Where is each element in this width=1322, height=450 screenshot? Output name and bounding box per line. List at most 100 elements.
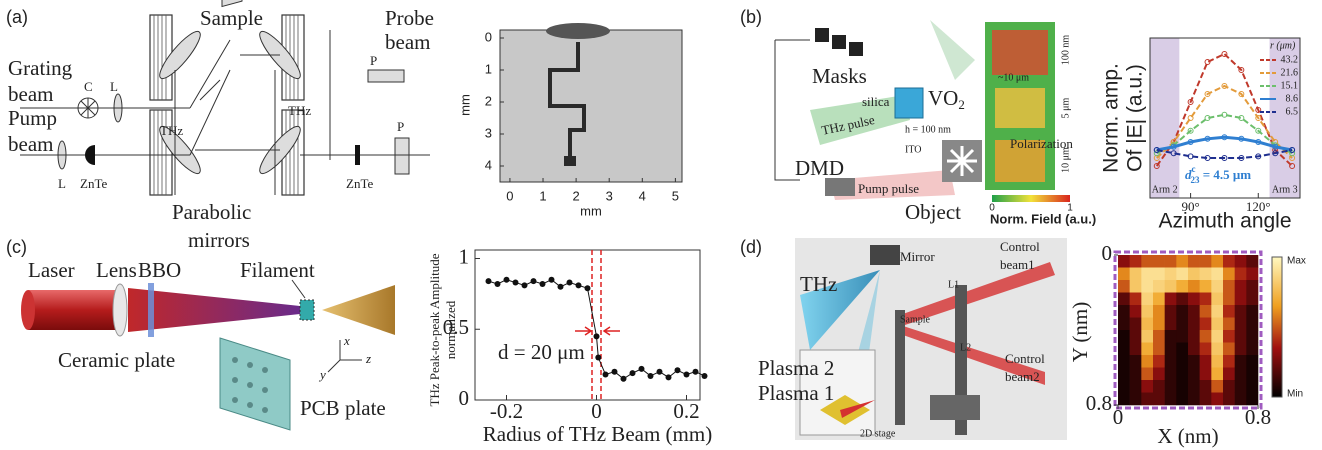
label: Masks <box>812 64 867 88</box>
label: ZnTe <box>80 176 107 191</box>
heatmap-cell <box>1130 368 1142 381</box>
data-point <box>486 278 492 284</box>
x-axis-title: X (nm) <box>1157 424 1218 448</box>
data-point <box>531 278 537 284</box>
label: Plasma 2 <box>758 356 834 380</box>
stage <box>930 395 980 420</box>
label: Plasma 1 <box>758 381 834 405</box>
polarizer <box>395 138 409 174</box>
label: Sample <box>900 314 931 325</box>
x-tick-label: 5 <box>672 188 679 203</box>
silica-vo2 <box>895 88 923 118</box>
heatmap-cell <box>1130 380 1142 393</box>
series-line <box>489 280 705 379</box>
beam <box>930 20 975 80</box>
panel-d-diagram: Mirror Control beam1 THz Sample Control … <box>758 238 1067 440</box>
heatmap-cell <box>1118 305 1130 318</box>
panel-c-chart: -0.200.200.51d = 20 μmRadius of THz Beam… <box>427 244 712 446</box>
heatmap-cell <box>1200 330 1212 343</box>
heatmap-cell <box>1118 355 1130 368</box>
x-axis-title: Radius of THz Beam (mm) <box>483 422 712 446</box>
thz-cone <box>322 285 395 335</box>
panel-c-diagram: Laser Lens BBO Filament Ceramic plate PC… <box>21 258 395 430</box>
znte-crystal <box>355 145 360 165</box>
label: 2D stage <box>860 428 896 439</box>
heatmap-cell <box>1176 268 1188 281</box>
label: ~10 μm <box>998 72 1029 83</box>
label: THz <box>288 103 311 118</box>
shaded-region <box>1150 38 1179 198</box>
heatmap-cell <box>1176 330 1188 343</box>
data-point <box>1222 52 1227 57</box>
heatmap-cell <box>1176 305 1188 318</box>
heatmap-cell <box>1165 293 1177 306</box>
heatmap-cell <box>1165 380 1177 393</box>
panel-d-heatmap: 00.800.8MaxMinX (nm)Y (nm) <box>1068 241 1306 448</box>
label: Control <box>1000 239 1040 254</box>
polarizer <box>368 70 404 82</box>
heatmap-cell <box>1200 355 1212 368</box>
heatmap-cell <box>1188 268 1200 281</box>
heatmap-cell <box>1223 380 1235 393</box>
heatmap-cell <box>1188 393 1200 406</box>
heatmap-cell <box>1153 343 1165 356</box>
data-point <box>513 280 519 286</box>
heatmap-cell <box>1118 368 1130 381</box>
label: Object <box>905 200 961 224</box>
hole <box>232 397 238 403</box>
heatmap-cell <box>1211 318 1223 331</box>
heatmap-cell <box>1141 368 1153 381</box>
hole <box>247 362 253 368</box>
y-tick-label: 4 <box>485 157 492 172</box>
panel-label: (a) <box>6 7 28 27</box>
heatmap-cell <box>1211 268 1223 281</box>
heatmap-cell <box>1130 255 1142 268</box>
label: y <box>318 367 326 382</box>
heatmap-cell <box>1141 393 1153 406</box>
heatmap-cell <box>1118 330 1130 343</box>
heatmap-cell <box>1223 368 1235 381</box>
panel-b-diagram: Masks silica VO2 THz pulse DMD Pump puls… <box>775 20 1096 226</box>
heatmap-cell <box>1235 268 1247 281</box>
heatmap-cell <box>1141 380 1153 393</box>
heatmap-cell <box>1188 318 1200 331</box>
sample-image <box>500 30 682 182</box>
heatmap-cell <box>1211 380 1223 393</box>
label: beam <box>385 30 430 54</box>
heatmap-cell <box>1246 293 1258 306</box>
bbo <box>148 283 154 337</box>
heatmap-cell <box>1165 330 1177 343</box>
data-point <box>495 281 501 287</box>
heatmap-cell <box>1200 318 1212 331</box>
label: L1 <box>948 279 959 290</box>
heatmap-cell <box>1211 343 1223 356</box>
label: P <box>397 119 404 134</box>
label: beam <box>8 132 53 156</box>
label: beam <box>8 82 53 106</box>
heatmap-cell <box>1235 393 1247 406</box>
heatmap-cell <box>1141 343 1153 356</box>
x-tick-label: 0 <box>1113 405 1124 429</box>
heatmap-cell <box>1153 305 1165 318</box>
heatmap-cell <box>1153 255 1165 268</box>
mask-icon <box>849 42 863 56</box>
data-point <box>639 366 645 372</box>
heatmap-cell <box>1118 268 1130 281</box>
label: z <box>365 351 371 366</box>
mirror-mount <box>870 245 900 265</box>
object-star <box>947 146 977 176</box>
legend-title: r (μm) <box>1270 40 1296 51</box>
heatmap-cell <box>1130 330 1142 343</box>
legend-label: 6.5 <box>1286 106 1299 117</box>
x-tick-label: 1 <box>539 188 546 203</box>
heatmap-cell <box>1235 368 1247 381</box>
y-axis-title: normalized <box>443 300 458 359</box>
axis-title: mm <box>457 94 472 116</box>
y-tick-label: 2 <box>485 93 492 108</box>
heatmap-cell <box>1141 305 1153 318</box>
label: Sample <box>200 6 263 30</box>
data-point <box>675 367 681 373</box>
heatmap-cell <box>1211 293 1223 306</box>
heatmap-cell <box>1130 293 1142 306</box>
hole <box>247 402 253 408</box>
